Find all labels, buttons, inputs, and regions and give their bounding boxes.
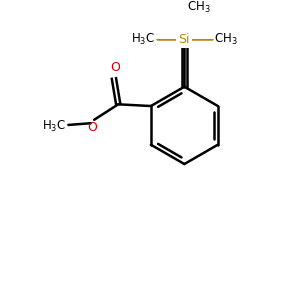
Text: O: O [88, 122, 98, 134]
Text: H$_3$C: H$_3$C [42, 119, 66, 134]
Text: CH$_3$: CH$_3$ [214, 32, 238, 47]
Text: Si: Si [178, 33, 190, 46]
Text: O: O [110, 61, 120, 74]
Text: H$_3$C: H$_3$C [131, 32, 155, 47]
Text: CH$_3$: CH$_3$ [187, 0, 211, 15]
